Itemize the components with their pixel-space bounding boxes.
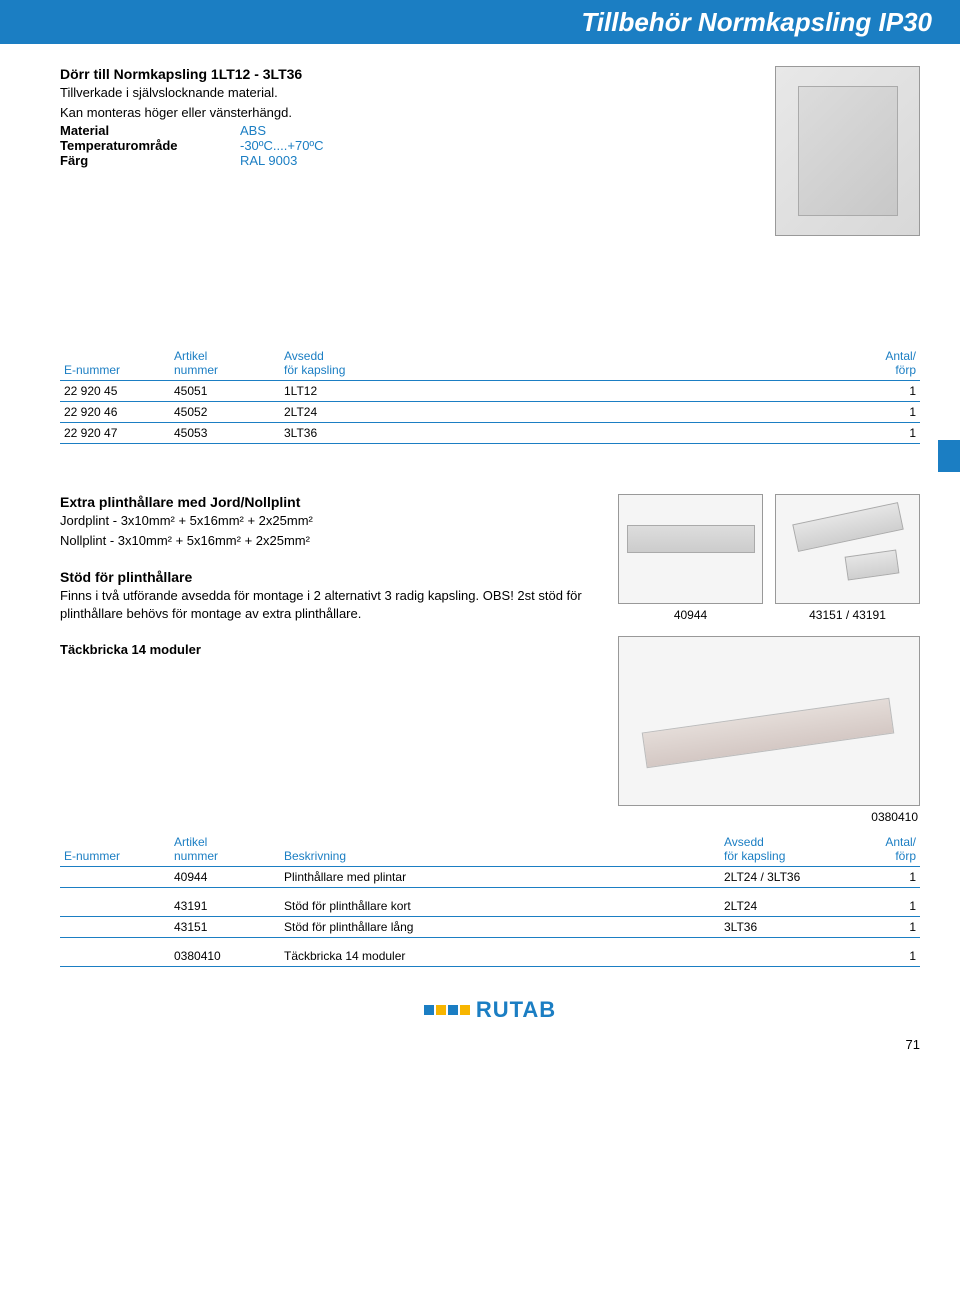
page-number: 71	[0, 1033, 960, 1064]
cell: 2LT24	[280, 402, 460, 423]
table-accessories-1: E-nummer Artikel nummer Beskrivning Avse…	[60, 832, 920, 888]
cell: 3LT36	[720, 917, 860, 938]
cell: Stöd för plinthållare kort	[280, 896, 720, 917]
section-plint: Extra plinthållare med Jord/Nollplint Jo…	[60, 494, 920, 806]
page-title: Tillbehör Normkapsling IP30	[581, 7, 932, 38]
cell: 40944	[170, 867, 280, 888]
spec-label: Material	[60, 123, 240, 138]
cell	[720, 946, 860, 967]
cell: 43151	[170, 917, 280, 938]
cell: 1	[860, 381, 920, 402]
cell: 22 920 46	[60, 402, 170, 423]
tab-indicator	[938, 440, 960, 472]
th-spacer	[460, 346, 860, 381]
cell: 1	[860, 402, 920, 423]
cell: 2LT24	[720, 896, 860, 917]
cell: 45051	[170, 381, 280, 402]
spec-value: ABS	[240, 123, 266, 138]
page: Tillbehör Normkapsling IP30 Dörr till No…	[0, 0, 960, 1064]
footer: RUTAB	[60, 997, 920, 1033]
cell: 0380410	[170, 946, 280, 967]
table-row: 43151Stöd för plinthållare lång3LT361	[60, 917, 920, 938]
cell: 1	[860, 946, 920, 967]
desc-line: Nollplint - 3x10mm² + 5x16mm² + 2x25mm²	[60, 532, 590, 550]
cell: Plinthållare med plintar	[280, 867, 720, 888]
cell	[60, 867, 170, 888]
th-avsedd: Avsedd för kapsling	[720, 832, 860, 867]
spec-label: Färg	[60, 153, 240, 168]
table-row: 22 920 45450511LT12 1	[60, 381, 920, 402]
th-artikel: Artikel nummer	[170, 346, 280, 381]
caption: 43151 / 43191	[775, 608, 920, 622]
cell: 22 920 45	[60, 381, 170, 402]
cell: Stöd för plinthållare lång	[280, 917, 720, 938]
spec-value: -30ºC....+70ºC	[240, 138, 324, 153]
cell: 1	[860, 917, 920, 938]
image-ref-number: 0380410	[60, 810, 920, 824]
section-door: Dörr till Normkapsling 1LT12 - 3LT36 Til…	[60, 66, 920, 236]
desc-line: Finns i två utförande avsedda för montag…	[60, 587, 590, 622]
table-row: 43191Stöd för plinthållare kort2LT241	[60, 896, 920, 917]
product-image-support	[775, 494, 920, 604]
cell: Täckbricka 14 moduler	[280, 946, 720, 967]
table-row: 22 920 46450522LT24 1	[60, 402, 920, 423]
table-accessories-2: 43191Stöd för plinthållare kort2LT241 43…	[60, 896, 920, 938]
table-header-row: E-nummer Artikel nummer Avsedd för kapsl…	[60, 346, 920, 381]
cell	[60, 896, 170, 917]
header-bar: Tillbehör Normkapsling IP30	[0, 0, 960, 44]
cell: 1	[860, 867, 920, 888]
table-doors: E-nummer Artikel nummer Avsedd för kapsl…	[60, 346, 920, 444]
th-artikel: Artikel nummer	[170, 832, 280, 867]
table-row: 40944Plinthållare med plintar2LT24 / 3LT…	[60, 867, 920, 888]
cell: 45053	[170, 423, 280, 444]
desc-line: Kan monteras höger eller vänsterhängd.	[60, 104, 324, 122]
section-title: Dörr till Normkapsling 1LT12 - 3LT36	[60, 66, 324, 82]
product-image-door	[775, 66, 920, 236]
cell	[60, 946, 170, 967]
table-row: 0380410Täckbricka 14 moduler 1	[60, 946, 920, 967]
content: Dörr till Normkapsling 1LT12 - 3LT36 Til…	[0, 44, 960, 1033]
logo-dot-icon	[436, 1005, 446, 1015]
cell	[60, 917, 170, 938]
desc-line: Jordplint - 3x10mm² + 5x16mm² + 2x25mm²	[60, 512, 590, 530]
cell: 1	[860, 896, 920, 917]
logo-dot-icon	[424, 1005, 434, 1015]
caption: 40944	[618, 608, 763, 622]
desc-line: Tillverkade i självslocknande material.	[60, 84, 324, 102]
logo-text: RUTAB	[476, 997, 556, 1023]
cell: 43191	[170, 896, 280, 917]
th-beskrivning: Beskrivning	[280, 832, 720, 867]
section-title: Stöd för plinthållare	[60, 569, 590, 585]
cell: 1	[860, 423, 920, 444]
product-image-bracket	[618, 494, 763, 604]
logo-dot-icon	[460, 1005, 470, 1015]
th-avsedd: Avsedd för kapsling	[280, 346, 460, 381]
cell: 2LT24 / 3LT36	[720, 867, 860, 888]
th-antal: Antal/ förp	[860, 832, 920, 867]
th-antal: Antal/ förp	[860, 346, 920, 381]
table-row: 22 920 47450533LT36 1	[60, 423, 920, 444]
spec-label: Temperaturområde	[60, 138, 240, 153]
th-enummer: E-nummer	[60, 346, 170, 381]
spec-value: RAL 9003	[240, 153, 297, 168]
th-enummer: E-nummer	[60, 832, 170, 867]
section-title: Extra plinthållare med Jord/Nollplint	[60, 494, 590, 510]
logo: RUTAB	[60, 997, 920, 1023]
section-title: Täckbricka 14 moduler	[60, 642, 590, 657]
cell: 45052	[170, 402, 280, 423]
logo-dot-icon	[448, 1005, 458, 1015]
cell: 3LT36	[280, 423, 460, 444]
image-captions: 40944 43151 / 43191	[618, 608, 920, 622]
table-header-row: E-nummer Artikel nummer Beskrivning Avse…	[60, 832, 920, 867]
product-image-plate	[618, 636, 920, 806]
cell: 22 920 47	[60, 423, 170, 444]
table-accessories-3: 0380410Täckbricka 14 moduler 1	[60, 946, 920, 967]
cell: 1LT12	[280, 381, 460, 402]
